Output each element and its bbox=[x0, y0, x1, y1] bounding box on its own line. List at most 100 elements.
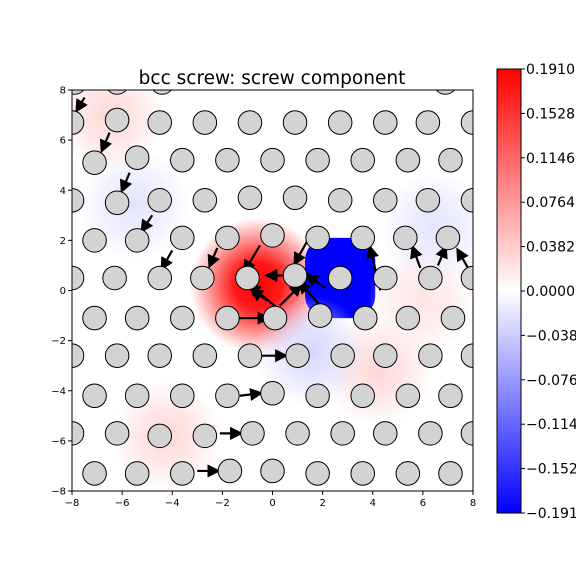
y-tick-label: 0 bbox=[60, 286, 66, 297]
atom-marker bbox=[107, 90, 127, 95]
x-tick-label: 4 bbox=[370, 498, 376, 509]
chart-title: bcc screw: screw component bbox=[139, 68, 406, 89]
atom-marker bbox=[82, 228, 107, 253]
atom-marker bbox=[147, 187, 172, 213]
displacement-arrow bbox=[119, 172, 133, 194]
atom-marker bbox=[102, 265, 127, 291]
colorbar-tick-label: 0.0764 bbox=[526, 195, 575, 211]
atom-marker bbox=[215, 305, 240, 331]
atom-marker bbox=[124, 461, 150, 486]
colorbar-tick-label: 0.1910 bbox=[526, 62, 575, 78]
x-tick-label: 8 bbox=[470, 498, 476, 509]
atom-marker bbox=[282, 263, 308, 288]
x-tick-label: 0 bbox=[269, 498, 275, 509]
atom-marker bbox=[215, 225, 240, 251]
atom-marker bbox=[169, 461, 195, 486]
atom-marker bbox=[260, 458, 285, 484]
atom-marker bbox=[373, 110, 398, 135]
x-tick-label: 6 bbox=[420, 498, 426, 509]
atom-marker bbox=[373, 421, 398, 446]
atom-marker bbox=[418, 265, 443, 291]
displacement-arrow bbox=[410, 244, 423, 269]
colorbar-tick-label: −0.1146 bbox=[526, 417, 576, 433]
atom-marker bbox=[440, 305, 466, 331]
y-tick-label: −2 bbox=[51, 336, 66, 347]
atom-marker bbox=[192, 423, 218, 449]
atom-marker bbox=[352, 305, 378, 331]
colorbar-tick-label: 0.0000 bbox=[526, 284, 575, 300]
colorbar-tick-label: 0.1146 bbox=[526, 151, 575, 167]
atom-marker bbox=[330, 343, 355, 368]
atom-marker bbox=[307, 303, 333, 328]
atom-marker bbox=[82, 305, 107, 331]
atom-marker bbox=[147, 343, 172, 368]
field-blob bbox=[79, 150, 190, 261]
atom-marker bbox=[215, 383, 240, 409]
displacement-arrow bbox=[160, 249, 174, 271]
atom-marker bbox=[395, 383, 421, 409]
atom-marker bbox=[373, 187, 398, 213]
atom-marker bbox=[305, 225, 330, 251]
atom-marker bbox=[237, 343, 263, 368]
atom-marker bbox=[285, 421, 310, 446]
atom-marker bbox=[215, 147, 240, 173]
atom-marker bbox=[124, 145, 150, 170]
displacement-arrow bbox=[456, 247, 469, 269]
axis-layer: −8 −6 −4 −2 0 2 4 6 8 8 6 4 2 0 −2 −4 −6 −8 bbox=[51, 86, 476, 510]
atom-marker bbox=[217, 458, 243, 484]
displacement-arrow bbox=[99, 132, 113, 154]
atom-marker bbox=[262, 305, 288, 331]
atom-marker bbox=[305, 461, 330, 486]
atom-marker bbox=[124, 228, 150, 253]
field-blob bbox=[380, 172, 473, 283]
displacement-arrow bbox=[304, 273, 326, 289]
colorbar-ticks: 0.1910 0.1528 0.1146 0.0764 0.0382 0.0000 −0.0… bbox=[521, 62, 576, 522]
atom-marker bbox=[393, 225, 418, 251]
x-tick-label: −4 bbox=[165, 498, 180, 509]
atom-marker bbox=[438, 147, 463, 173]
atom-marker bbox=[169, 305, 195, 331]
atom-marker bbox=[190, 265, 215, 291]
displacement-arrow bbox=[140, 214, 154, 234]
atom-marker bbox=[104, 107, 130, 133]
atom-marker bbox=[169, 225, 195, 251]
atom-marker bbox=[418, 343, 443, 368]
atom-marker bbox=[435, 90, 456, 95]
atom-marker bbox=[330, 421, 355, 446]
atom-marker bbox=[327, 187, 353, 213]
atom-marker bbox=[350, 383, 376, 409]
x-tick-label: −8 bbox=[65, 498, 80, 509]
atom-marker bbox=[438, 383, 463, 409]
displacement-arrow bbox=[239, 387, 264, 402]
atom-marker bbox=[415, 110, 441, 135]
atom-marker bbox=[169, 383, 195, 409]
atom-marker bbox=[415, 187, 441, 213]
atom-marker bbox=[104, 190, 130, 216]
y-tick-label: 8 bbox=[60, 86, 66, 97]
y-tick-label: 2 bbox=[60, 236, 66, 247]
y-tick-label: −6 bbox=[51, 436, 66, 447]
colorbar-tick-label: −0.0382 bbox=[526, 328, 576, 344]
atom-marker bbox=[305, 147, 330, 173]
atom-marker bbox=[192, 187, 218, 213]
y-tick-label: −4 bbox=[51, 386, 66, 397]
atom-marker bbox=[72, 90, 85, 95]
atom-marker bbox=[327, 265, 353, 291]
atom-marker bbox=[147, 265, 172, 291]
atom-marker bbox=[235, 265, 260, 291]
x-tick-label: −2 bbox=[215, 498, 230, 509]
atom-marker bbox=[192, 343, 218, 368]
atom-marker bbox=[373, 265, 398, 291]
y-tick-label: −8 bbox=[51, 487, 66, 498]
y-tick-label: 6 bbox=[60, 136, 66, 147]
atom-marker bbox=[373, 343, 398, 368]
atom-marker bbox=[260, 223, 285, 248]
atom-marker bbox=[438, 461, 463, 486]
displacement-arrow bbox=[435, 244, 448, 266]
displacement-arrow bbox=[249, 288, 269, 302]
atom-marker bbox=[285, 343, 310, 368]
atom-marker bbox=[395, 461, 421, 486]
displacement-arrow bbox=[75, 96, 88, 113]
atom-marker bbox=[350, 461, 376, 486]
